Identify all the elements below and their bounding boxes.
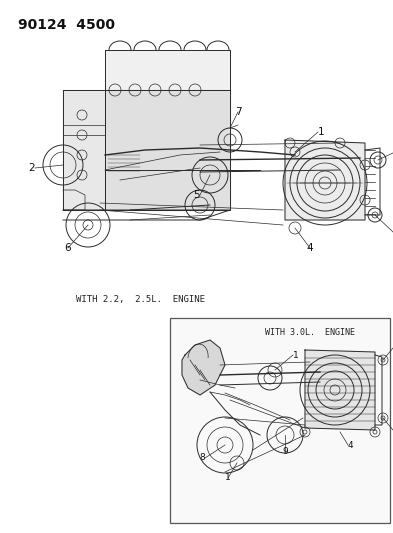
Text: 1: 1 — [225, 473, 231, 482]
Polygon shape — [105, 90, 230, 210]
Text: 9: 9 — [282, 448, 288, 456]
Text: 2: 2 — [28, 163, 35, 173]
Text: 6: 6 — [65, 243, 71, 253]
Text: 5: 5 — [193, 190, 200, 200]
Text: 4: 4 — [307, 243, 313, 253]
Text: 1: 1 — [318, 127, 325, 137]
Text: 1: 1 — [293, 351, 299, 359]
Text: 8: 8 — [199, 454, 205, 463]
Text: WITH 3.0L.  ENGINE: WITH 3.0L. ENGINE — [265, 328, 355, 337]
Polygon shape — [285, 140, 365, 220]
Polygon shape — [63, 90, 105, 210]
Polygon shape — [182, 340, 225, 395]
Text: 7: 7 — [235, 107, 241, 117]
Text: 90124  4500: 90124 4500 — [18, 18, 115, 32]
Bar — [170, 318, 390, 523]
Polygon shape — [105, 50, 230, 90]
Text: WITH 2.2,  2.5L.  ENGINE: WITH 2.2, 2.5L. ENGINE — [75, 295, 204, 304]
Text: 4: 4 — [348, 440, 354, 449]
Polygon shape — [305, 350, 375, 430]
